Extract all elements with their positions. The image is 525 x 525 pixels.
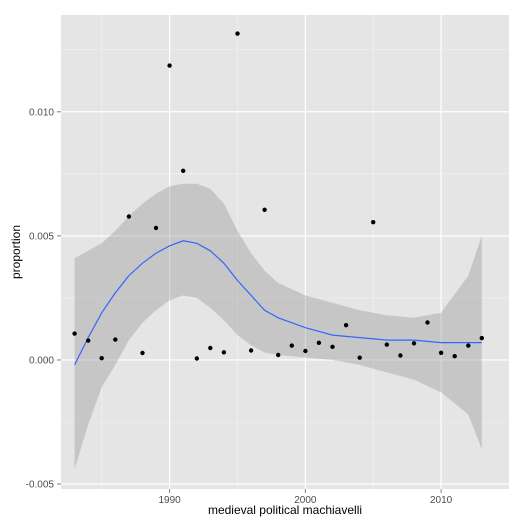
- data-point: [479, 335, 484, 341]
- data-point: [181, 168, 186, 173]
- y-tick-label: 0.005: [29, 231, 54, 242]
- data-point: [208, 345, 213, 351]
- data-point: [452, 354, 457, 359]
- data-point: [371, 220, 376, 225]
- data-point: [330, 344, 335, 349]
- data-point: [235, 31, 240, 36]
- y-tick-label: 0.000: [29, 355, 54, 366]
- x-tick-label: 1990: [158, 495, 181, 506]
- panel-background: [61, 15, 509, 489]
- y-axis-ticks: -0.005 0.000 0.005 0.010: [26, 107, 61, 491]
- x-tick-label: 2010: [430, 495, 453, 506]
- x-axis-title: medieval political machiavelli: [208, 503, 362, 517]
- data-point: [262, 207, 267, 212]
- data-point: [411, 341, 417, 346]
- data-point: [167, 63, 172, 68]
- smooth-line-layer: [74, 240, 482, 366]
- grid-lines: [61, 15, 509, 489]
- x-axis-ticks: 1990 2000 2010: [158, 489, 453, 506]
- data-point: [194, 356, 199, 361]
- data-point: [425, 320, 430, 325]
- data-points: [72, 31, 484, 361]
- data-point: [438, 350, 444, 355]
- data-point: [140, 350, 145, 356]
- data-point: [343, 323, 349, 328]
- confidence-ribbon-layer: [74, 183, 482, 470]
- data-point: [113, 337, 118, 342]
- data-point: [303, 348, 308, 354]
- data-point: [289, 343, 294, 348]
- data-point: [316, 340, 322, 345]
- data-point: [72, 331, 77, 336]
- data-point: [86, 338, 91, 343]
- data-point: [99, 356, 104, 361]
- data-point: [221, 350, 227, 355]
- data-point: [384, 342, 389, 347]
- y-tick-label: 0.010: [29, 107, 54, 118]
- data-point: [126, 214, 132, 219]
- data-point: [357, 355, 362, 360]
- data-point: [153, 225, 159, 231]
- data-point: [466, 343, 471, 348]
- confidence-ribbon: [74, 183, 482, 470]
- y-tick-label: -0.005: [26, 480, 55, 491]
- x-tick-label: 2000: [294, 495, 317, 506]
- data-point: [248, 348, 254, 353]
- data-point: [276, 352, 281, 358]
- y-axis-title: proportion: [9, 225, 23, 279]
- smooth-line: [74, 240, 482, 366]
- data-point: [398, 353, 403, 358]
